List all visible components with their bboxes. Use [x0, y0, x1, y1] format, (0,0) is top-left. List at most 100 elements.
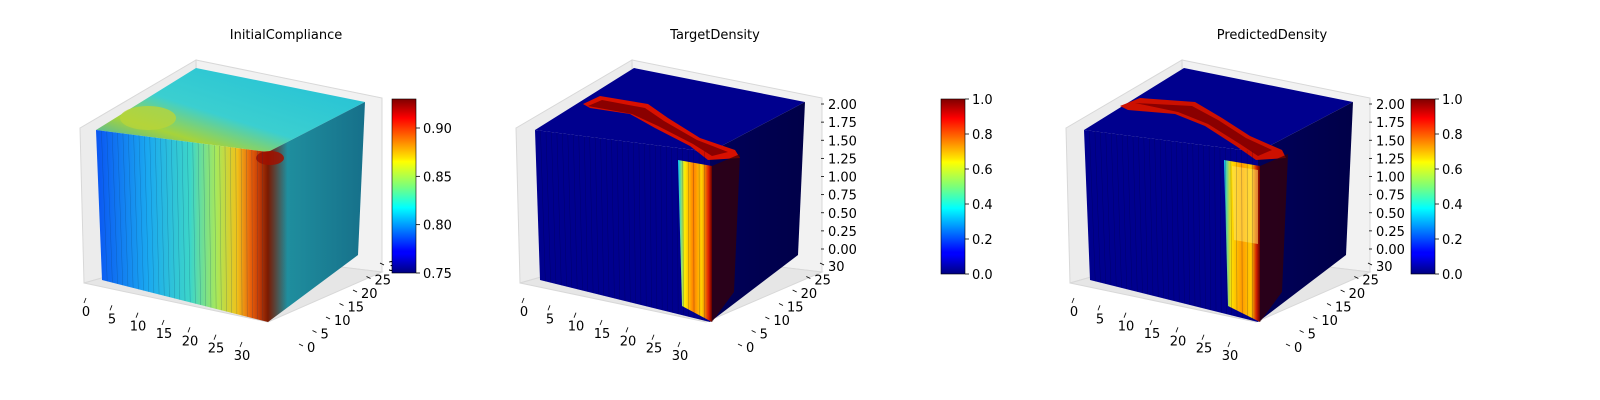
tick-label: 0.50 [1376, 207, 1405, 222]
tick-label: 20 [801, 287, 818, 302]
tick-mark [213, 334, 217, 340]
tick-mark [547, 305, 551, 311]
colorbar-tick-label: 0.6 [1442, 163, 1463, 178]
voxel-grid-line [676, 147, 679, 315]
tick-label: 25 [1362, 274, 1379, 289]
voxel-grid-line [1159, 139, 1164, 299]
panel-1-voxel-stripes [101, 130, 264, 321]
voxel-grid-line [1094, 131, 1101, 283]
tick-label: 1.00 [828, 171, 857, 186]
voxel-grid-line [1110, 133, 1117, 287]
tick-label: 1.25 [1376, 152, 1405, 167]
tick-mark [677, 341, 681, 348]
tick-label: 5 [1096, 312, 1104, 327]
tick-label: 10 [1321, 314, 1338, 329]
tick-label: 15 [156, 327, 173, 342]
panel-2-voxel-stripes [540, 130, 705, 321]
voxel-grid-line [1241, 149, 1243, 319]
tick-label: 20 [620, 334, 637, 349]
tick-label: 0 [82, 305, 90, 320]
voxel-grid-line [578, 135, 583, 291]
voxel-grid-line [1230, 148, 1232, 316]
tick-label: 2.00 [1376, 98, 1405, 113]
tick-mark [339, 303, 344, 306]
voxel-grid-line [160, 138, 165, 296]
tick-label: 0 [1070, 305, 1078, 320]
colorbar-tick-label: 0.6 [972, 163, 993, 178]
panel-1-top-hotspot [120, 106, 176, 130]
voxel-grid-line [1127, 135, 1133, 291]
voxel-grid-line [1236, 149, 1238, 317]
colorbar-tick-label: 1.0 [972, 93, 993, 108]
voxel-grid-line [165, 138, 170, 298]
tick-label: 1.50 [828, 134, 857, 149]
voxel-grid-line [660, 145, 663, 311]
voxel-grid-line [111, 132, 118, 284]
tick-label: 25 [814, 274, 831, 289]
tick-mark [1227, 341, 1231, 348]
tick-mark [1201, 334, 1205, 340]
voxel-grid-line [1116, 134, 1122, 288]
tick-label: 0.75 [828, 189, 857, 204]
panel-1-cube-top [96, 68, 365, 152]
panel-predicted-density: PredictedDensity 0 5 10 15 20 25 30 0510152025… [1065, 28, 1463, 364]
voxel-grid-line [176, 140, 181, 300]
voxel-grid-line [594, 137, 599, 295]
voxel-grid-line [567, 134, 573, 288]
panel-3-cube-top [1084, 68, 1353, 152]
tick-label: 30 [234, 349, 251, 364]
voxel-grid-line [556, 132, 562, 286]
voxel-grid-line [1214, 146, 1217, 312]
voxel-grid-line [101, 130, 108, 282]
colorbar-tick-label: 0.2 [1442, 233, 1463, 248]
voxel-grid-line [192, 142, 196, 304]
voxel-grid-line [1154, 138, 1159, 298]
tick-label: 15 [787, 301, 804, 316]
tick-label: 1.25 [828, 152, 857, 167]
tick-mark [751, 330, 756, 333]
tick-mark [1313, 316, 1318, 320]
tick-label: 30 [1222, 349, 1239, 364]
tick-label: 15 [348, 301, 365, 316]
tick-mark [806, 276, 811, 279]
panel-1-colorbar [391, 98, 417, 274]
voxel-grid-line [1132, 136, 1138, 292]
tick-mark [161, 319, 165, 326]
voxel-grid-line [1192, 143, 1196, 307]
colorbar-tick-label: 0.75 [423, 267, 452, 282]
voxel-grid-line [589, 136, 594, 294]
voxel-grid-line [627, 141, 631, 303]
panel-3-top-band-core [1135, 103, 1272, 156]
voxel-grid-line [1121, 134, 1127, 290]
panel-2-cube-front [535, 130, 710, 322]
tick-label: 0 [1294, 341, 1302, 356]
voxel-grid-line [181, 140, 186, 302]
voxel-grid-line [644, 143, 647, 307]
panel-3-cube-front [1084, 130, 1258, 322]
panel-2-cube-top [535, 68, 805, 152]
voxel-grid-line [117, 132, 123, 286]
tick-mark [573, 312, 577, 318]
voxel-grid-line [633, 142, 636, 304]
voxel-grid-line [545, 131, 551, 283]
voxel-grid-line [1170, 140, 1175, 302]
tick-label: 10 [334, 314, 351, 329]
panel-2-z-ticks: 0.00 0.25 0.50 0.75 1.00 1.25 1.50 1.75 2.00 [821, 98, 857, 258]
tick-label: 0.25 [828, 225, 857, 240]
voxel-grid-line [133, 134, 139, 290]
colorbar-tick-label: 0.2 [972, 233, 993, 248]
tick-mark [792, 289, 797, 293]
tick-mark [1354, 276, 1359, 279]
voxel-grid-line [1176, 141, 1180, 303]
tick-label: 30 [672, 349, 689, 364]
panel-1-cube-front [96, 130, 268, 322]
voxel-grid-line [638, 143, 642, 305]
voxel-grid-line [251, 149, 253, 319]
voxel-grid-line [655, 145, 658, 309]
voxel-grid-line [1203, 145, 1206, 309]
voxel-grid-line [187, 141, 191, 303]
panel-target-density: TargetDensity 0 5 10 15 20 25 30 051015202530 … [515, 28, 993, 364]
voxel-grid-line [214, 145, 217, 309]
tick-label: 1.75 [828, 116, 857, 131]
voxel-grid-line [1181, 142, 1185, 304]
